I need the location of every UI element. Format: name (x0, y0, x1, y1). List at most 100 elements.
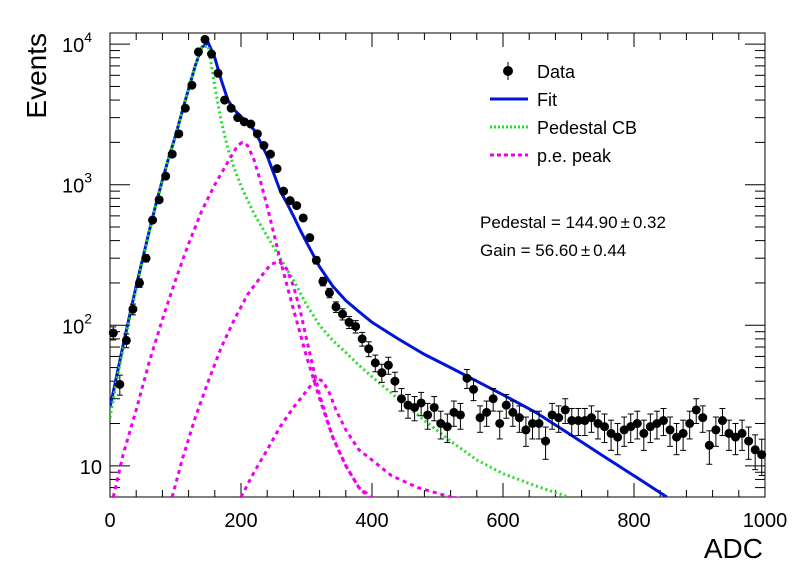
data-point (541, 426, 551, 460)
data-point (187, 80, 197, 90)
data-point (658, 407, 668, 437)
data-point (141, 253, 151, 263)
data-point (475, 405, 485, 433)
data-point (717, 407, 727, 437)
legend-item: Data (503, 62, 576, 82)
fit-results: Pedestal = 144.90 ±0.32 Gain = 56.60 ±0.44 (480, 213, 666, 260)
legend-label: Data (537, 62, 576, 82)
data-point (560, 398, 570, 425)
pe-peak-curve-2 (170, 259, 373, 497)
data-point (534, 410, 544, 440)
fit-result-text: Gain = 56.60 ±0.44 (480, 241, 626, 260)
data-point (737, 419, 747, 451)
data-point (554, 405, 564, 433)
y-tick-label: 102 (62, 310, 92, 338)
data-point (207, 49, 217, 59)
y-tick-label: 104 (62, 29, 92, 57)
data-point (377, 363, 387, 383)
data-point (200, 34, 210, 44)
y-axis-label: Events (21, 33, 52, 119)
data-point (259, 141, 269, 151)
x-axis-label: ADC (704, 533, 763, 564)
legend-marker-icon (503, 66, 513, 76)
data-point (226, 103, 236, 113)
data-point (154, 195, 164, 205)
data-point (672, 423, 682, 456)
data-point (246, 119, 256, 129)
data-point (233, 113, 243, 123)
data-point (279, 186, 289, 196)
legend-label: Fit (537, 90, 557, 110)
data-point (292, 201, 302, 211)
data-point (698, 405, 708, 433)
data-point (573, 407, 583, 437)
data-point (455, 402, 465, 430)
data-point (351, 320, 361, 334)
data-point (750, 434, 760, 471)
data-point (285, 196, 295, 206)
data-point (338, 308, 348, 321)
data-point (305, 233, 315, 243)
y-tick-label: 103 (62, 170, 92, 198)
fit-result-text: Pedestal = 144.90 ±0.32 (480, 213, 666, 232)
data-point (357, 331, 367, 347)
data-point (364, 341, 374, 358)
x-tick-label: 800 (617, 510, 650, 532)
data-point (639, 419, 649, 451)
data-point (495, 410, 505, 440)
data-point (174, 129, 184, 139)
data-point (469, 379, 479, 402)
data-point (410, 396, 420, 422)
data-point (704, 430, 714, 465)
data-point (731, 423, 741, 456)
data-point (344, 316, 354, 330)
data-point (514, 405, 524, 433)
data-point (508, 400, 518, 427)
data-point (180, 103, 190, 113)
data-point (521, 416, 531, 447)
data-point (586, 405, 596, 433)
data-point (193, 47, 203, 57)
legend-label: Pedestal CB (537, 118, 637, 138)
x-tick-label: 200 (224, 510, 257, 532)
data-point (501, 393, 511, 419)
data-point (527, 410, 537, 440)
data-point (134, 278, 144, 288)
x-tick-label: 600 (486, 510, 519, 532)
legend: Data Fit Pedestal CB p.e. peak (490, 62, 637, 166)
data-point (115, 374, 125, 396)
data-point (272, 164, 282, 174)
data-point (567, 407, 577, 437)
data-point (678, 419, 688, 451)
legend-label: p.e. peak (537, 146, 612, 166)
data-point (416, 391, 426, 417)
x-tick-label: 1000 (743, 510, 788, 532)
y-tick-label: 10 (80, 457, 102, 479)
data-point (429, 396, 439, 422)
data-point (606, 419, 616, 451)
data-point (161, 171, 171, 181)
data-point (370, 354, 380, 373)
data-point (318, 276, 328, 287)
data-point (220, 95, 230, 105)
data-point (724, 419, 734, 451)
data-point (613, 423, 623, 456)
data-point (213, 68, 223, 78)
data-point (252, 129, 262, 139)
legend-item: p.e. peak (490, 146, 612, 166)
data-point (331, 301, 341, 313)
x-tick-label: 0 (104, 510, 115, 532)
data-point (396, 388, 406, 412)
data-point (632, 410, 642, 440)
legend-item: Fit (490, 90, 557, 110)
pe-peak-curve-3 (239, 376, 463, 497)
data-point (265, 149, 275, 159)
data-point (128, 303, 138, 316)
legend-item: Pedestal CB (490, 118, 637, 138)
data-point (167, 149, 177, 159)
data-point (423, 402, 433, 430)
data-point (711, 416, 721, 447)
data-point (148, 215, 158, 225)
data-point (442, 413, 452, 444)
